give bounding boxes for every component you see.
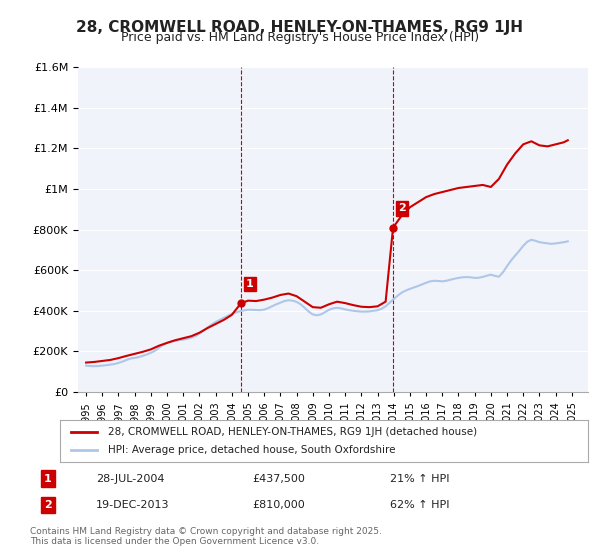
Text: 2: 2 [398, 203, 406, 213]
Text: 19-DEC-2013: 19-DEC-2013 [96, 500, 170, 510]
Text: £437,500: £437,500 [252, 474, 305, 484]
Text: Contains HM Land Registry data © Crown copyright and database right 2025.
This d: Contains HM Land Registry data © Crown c… [30, 526, 382, 546]
Text: 21% ↑ HPI: 21% ↑ HPI [390, 474, 449, 484]
Text: 1: 1 [44, 474, 52, 484]
Text: 28, CROMWELL ROAD, HENLEY-ON-THAMES, RG9 1JH (detached house): 28, CROMWELL ROAD, HENLEY-ON-THAMES, RG9… [107, 427, 476, 437]
Text: 28, CROMWELL ROAD, HENLEY-ON-THAMES, RG9 1JH: 28, CROMWELL ROAD, HENLEY-ON-THAMES, RG9… [77, 20, 523, 35]
Text: 2: 2 [44, 500, 52, 510]
Text: 28-JUL-2004: 28-JUL-2004 [96, 474, 164, 484]
Text: Price paid vs. HM Land Registry's House Price Index (HPI): Price paid vs. HM Land Registry's House … [121, 31, 479, 44]
Text: £810,000: £810,000 [252, 500, 305, 510]
Text: 1: 1 [246, 279, 254, 289]
Text: HPI: Average price, detached house, South Oxfordshire: HPI: Average price, detached house, Sout… [107, 445, 395, 455]
Text: 62% ↑ HPI: 62% ↑ HPI [390, 500, 449, 510]
